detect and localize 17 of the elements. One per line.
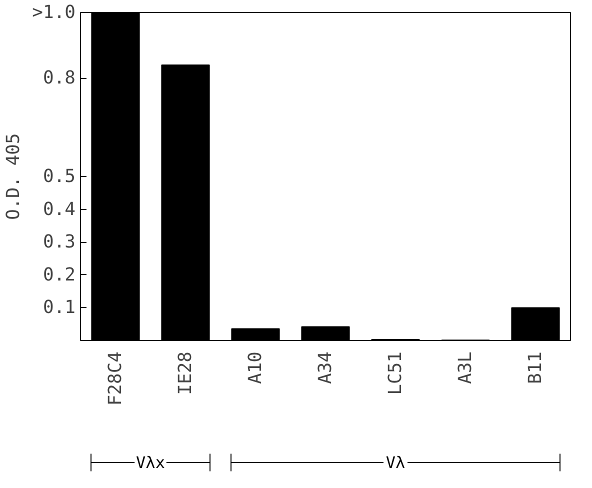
- x-tick-label: LC51: [385, 351, 406, 395]
- x-tick-label: IE28: [175, 351, 196, 395]
- x-tick-label: F28C4: [105, 351, 126, 406]
- x-tick-label: A10: [245, 351, 266, 384]
- y-axis-title: O.D. 405: [3, 133, 24, 220]
- y-tick-label: 0.3: [42, 232, 76, 253]
- y-tick-label: 0.4: [42, 198, 76, 220]
- text: Vλ: [386, 453, 406, 472]
- y-tick-label: >1.0: [32, 2, 76, 23]
- y-tick-label: 0.8: [42, 68, 76, 89]
- text: Vλx: [136, 453, 166, 472]
- x-tick-label: A3L: [455, 351, 476, 384]
- x-tick-label: A34: [315, 351, 336, 384]
- y-tick-label: 0.2: [42, 264, 76, 286]
- y-tick-label: 0.1: [42, 297, 76, 318]
- x-tick-label: B11: [525, 351, 546, 384]
- y-tick-label: 0.5: [42, 166, 76, 187]
